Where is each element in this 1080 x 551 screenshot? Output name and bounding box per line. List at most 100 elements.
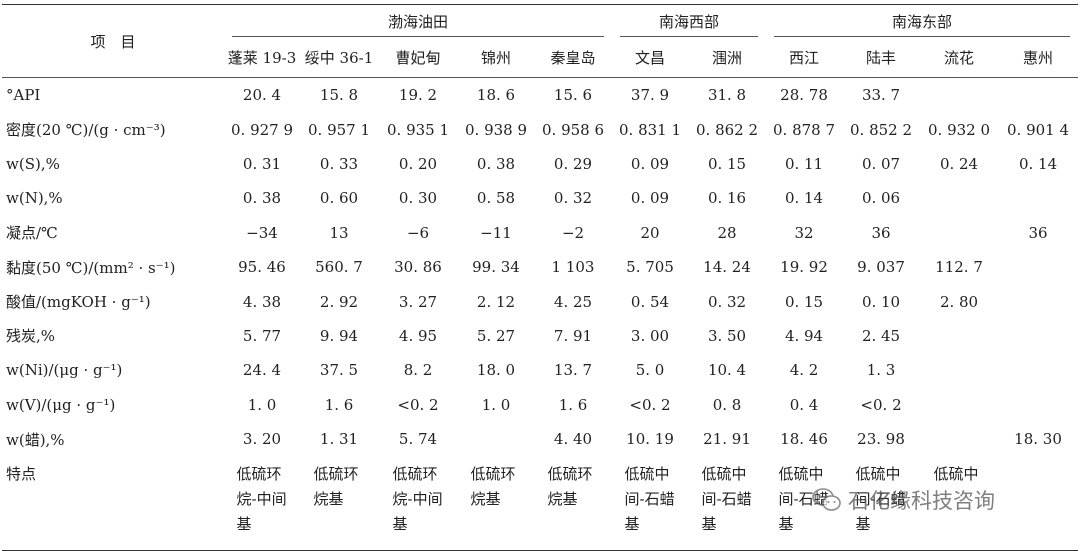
table-cell: 13 — [329, 223, 349, 242]
table-cell: 1. 31 — [319, 430, 359, 449]
table-cell: 0. 32 — [707, 292, 747, 311]
group-header-bohai: 渤海油田 — [224, 5, 612, 37]
table-cell: 0. 06 — [861, 189, 901, 208]
table-cell — [998, 78, 1078, 113]
table-row: 残炭,% 5. 77 9. 94 4. 95 5. 27 7. 91 3. 00 3. 50 4… — [2, 319, 1078, 353]
table-cell: 0. 938 9 — [464, 120, 528, 139]
table-cell: 0. 16 — [707, 189, 747, 208]
feature-text: 低硫环烷基 — [313, 465, 359, 509]
table-cell: 2. 45 — [861, 326, 901, 345]
table-cell: 0. 901 4 — [1007, 120, 1070, 139]
row-label: w(N),% — [6, 189, 63, 208]
column-header: 锦州 — [480, 48, 511, 67]
table-cell — [998, 319, 1078, 353]
table-cell: 0. 29 — [553, 154, 593, 173]
table-cell: 0. 11 — [784, 154, 824, 173]
table-cell: −2 — [561, 223, 585, 242]
group-header-nanhai-east: 南海东部 — [766, 5, 1078, 37]
row-label: 酸值/(mgKOH · g⁻¹) — [6, 293, 151, 312]
feature-cell: 低硫环烷基 — [534, 456, 612, 551]
table-cell — [998, 250, 1078, 284]
group-header-nanhai-west: 南海西部 — [612, 5, 766, 37]
column-header: 绥中 36-1 — [304, 48, 374, 67]
column-header: 秦皇岛 — [550, 48, 596, 67]
table-cell: 0. 38 — [242, 189, 282, 208]
table-cell: 20 — [640, 223, 660, 242]
table-cell — [920, 388, 998, 422]
table-row: 密度(20 ℃)/(g · cm⁻³) 0. 927 9 0. 957 1 0. 93… — [2, 112, 1078, 146]
table-cell: 33. 7 — [861, 86, 901, 105]
row-label: 凝点/℃ — [6, 224, 58, 243]
table-cell: 95. 46 — [238, 258, 286, 277]
table-row: w(S),% 0. 31 0. 33 0. 20 0. 38 0. 29 0. 09 0. 1… — [2, 147, 1078, 181]
table-cell: 0. 15 — [784, 292, 824, 311]
table-cell: 18. 46 — [780, 430, 828, 449]
table-cell: 1. 6 — [558, 395, 588, 414]
table-cell: −34 — [246, 223, 278, 242]
feature-row: 特点 低硫环烷-中间基 低硫环烷基 低硫环烷-中间基 低硫环烷基 低硫环烷基 低硫中间-石蜡… — [2, 456, 1079, 551]
table-cell: 3. 27 — [398, 292, 438, 311]
table-row: °API 20. 4 15. 8 19. 2 18. 6 15. 6 37. 9 31. 8 2… — [2, 78, 1078, 113]
table-cell — [920, 319, 998, 353]
column-header: 曹妃甸 — [395, 48, 441, 67]
table-row: w(N),% 0. 38 0. 60 0. 30 0. 58 0. 32 0. 09 0. 1… — [2, 181, 1078, 215]
table-cell: 31. 8 — [707, 86, 747, 105]
row-label: w(Ni)/(μg · g⁻¹) — [6, 361, 123, 380]
row-label: 残炭,% — [6, 327, 56, 346]
table-cell: 9. 94 — [319, 326, 359, 345]
table-cell: 5. 705 — [626, 258, 674, 277]
table-cell: 36 — [871, 223, 891, 242]
table-cell: 18. 30 — [1014, 430, 1062, 449]
table-cell: 18. 6 — [476, 86, 516, 105]
table-cell: 0. 862 2 — [696, 120, 759, 139]
column-header: 文昌 — [635, 48, 666, 67]
table-cell: 32 — [794, 223, 814, 242]
table-cell: 13. 7 — [553, 361, 593, 380]
table-cell: 0. 24 — [939, 154, 979, 173]
table-cell: 28 — [717, 223, 737, 242]
table-row: w(Ni)/(μg · g⁻¹) 24. 4 37. 5 8. 2 18. 0 13. 7… — [2, 353, 1078, 387]
table-cell: 2. 12 — [476, 292, 516, 311]
table-cell: 1. 0 — [247, 395, 277, 414]
table-cell: 9. 037 — [857, 258, 905, 277]
table-cell: 0. 935 1 — [386, 120, 450, 139]
table-cell: 1. 3 — [866, 361, 896, 380]
table-cell: 10. 19 — [626, 430, 674, 449]
table-cell: 8. 2 — [403, 361, 433, 380]
watermark-text: 石化缘科技咨询 — [848, 489, 995, 513]
feature-text: 低硫环烷基 — [547, 465, 593, 509]
table-cell: 4. 38 — [242, 292, 282, 311]
table-row: 凝点/℃ −34 13 −6 −11 −2 20 28 32 36 36 — [2, 216, 1078, 250]
table-cell: 0. 54 — [630, 292, 670, 311]
table-cell — [998, 353, 1078, 387]
feature-cell: 低硫环烷-中间基 — [378, 456, 458, 551]
feature-cell: 低硫环烷基 — [458, 456, 534, 551]
table-cell: 1 103 — [551, 258, 595, 277]
table-cell — [998, 388, 1078, 422]
feature-text: 低硫环烷-中间基 — [392, 465, 443, 534]
column-header: 西江 — [789, 48, 820, 67]
table-cell: 2. 80 — [939, 292, 979, 311]
table-cell: 15. 8 — [319, 86, 359, 105]
row-label: w(蜡),% — [6, 430, 65, 449]
group-header-row: 项 目 渤海油田 南海西部 南海东部 — [2, 4, 1079, 78]
table-cell: 0. 10 — [861, 292, 901, 311]
column-header: 惠州 — [1023, 48, 1054, 67]
table-cell: 4. 95 — [398, 326, 438, 345]
table-cell: 1. 6 — [324, 395, 354, 414]
table-cell — [920, 216, 998, 250]
column-header: 流花 — [944, 48, 975, 67]
table-cell: −6 — [406, 223, 430, 242]
table-cell: 18. 0 — [476, 361, 516, 380]
feature-cell: 低硫中间-石蜡基 — [688, 456, 766, 551]
feature-text: 低硫中 — [933, 465, 979, 484]
table-cell: 28. 78 — [780, 86, 828, 105]
feature-cell: 低硫环烷基 — [300, 456, 378, 551]
table-cell: 0. 852 2 — [850, 120, 913, 139]
table-cell — [920, 422, 998, 456]
corner-header: 项 目 — [2, 4, 224, 78]
column-header: 陆丰 — [866, 48, 897, 67]
column-header: 蓬莱 19-3 — [227, 48, 297, 67]
table-cell: 21. 91 — [703, 430, 751, 449]
table-cell: 0. 4 — [789, 395, 819, 414]
